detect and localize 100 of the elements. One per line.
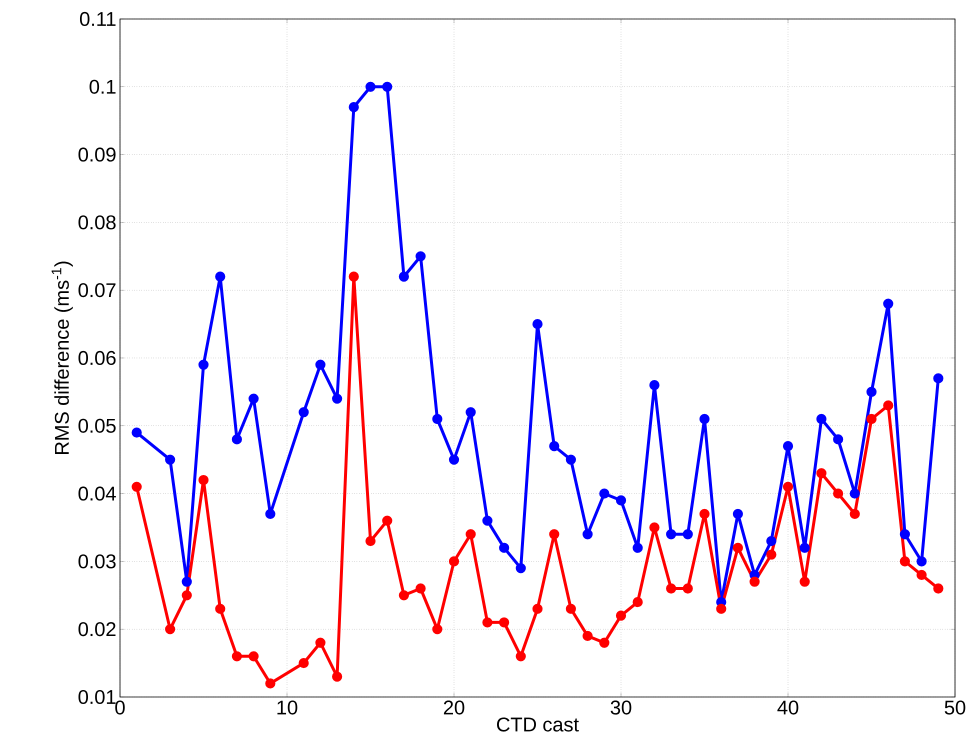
point bbox=[732, 508, 743, 520]
point bbox=[198, 474, 209, 486]
point bbox=[699, 508, 710, 520]
point bbox=[432, 624, 442, 634]
point bbox=[816, 468, 826, 478]
point bbox=[516, 563, 526, 574]
point bbox=[398, 272, 409, 282]
point bbox=[666, 529, 676, 540]
point bbox=[582, 529, 593, 540]
point bbox=[549, 441, 560, 452]
x-tick-label: 30 bbox=[610, 700, 632, 715]
x-axis-title: CTD cast bbox=[497, 717, 579, 732]
point bbox=[750, 576, 760, 587]
point bbox=[315, 360, 326, 370]
point bbox=[599, 638, 610, 648]
point bbox=[398, 590, 409, 600]
point bbox=[549, 529, 560, 540]
point bbox=[448, 556, 460, 566]
point bbox=[599, 488, 610, 499]
x-tick-label: 0 bbox=[115, 700, 125, 715]
point bbox=[382, 516, 392, 526]
point bbox=[649, 380, 660, 390]
point bbox=[182, 576, 192, 587]
point bbox=[248, 651, 259, 662]
point bbox=[933, 373, 944, 384]
point bbox=[332, 672, 342, 682]
y-axis-title: RMS difference (ms$^{-1}$) bbox=[52, 262, 73, 454]
point bbox=[432, 414, 442, 424]
point bbox=[649, 522, 660, 533]
point bbox=[416, 583, 426, 594]
point bbox=[616, 610, 626, 621]
point bbox=[298, 407, 309, 418]
point bbox=[566, 454, 576, 465]
point bbox=[900, 529, 910, 540]
point bbox=[800, 576, 810, 587]
point bbox=[582, 630, 593, 642]
point bbox=[850, 488, 860, 499]
y-tick-label: 0.09 bbox=[78, 148, 116, 162]
point bbox=[782, 441, 794, 452]
x-tick-label: 20 bbox=[444, 700, 464, 715]
point bbox=[699, 414, 710, 424]
point bbox=[516, 651, 526, 662]
y-tick-label: 0.01 bbox=[78, 690, 116, 704]
point bbox=[382, 82, 392, 92]
point bbox=[766, 550, 776, 560]
point bbox=[215, 604, 226, 614]
y-tick-label: 0.08 bbox=[78, 215, 116, 230]
point bbox=[348, 272, 359, 282]
x-tick-label: 10 bbox=[277, 700, 298, 715]
point bbox=[850, 508, 860, 520]
point bbox=[666, 583, 676, 594]
point bbox=[732, 542, 743, 553]
point bbox=[499, 617, 510, 628]
point bbox=[883, 400, 894, 411]
y-tick-label: 0.07 bbox=[78, 283, 116, 298]
point bbox=[866, 386, 877, 397]
y-tick-label: 0.1 bbox=[90, 80, 116, 94]
point bbox=[182, 590, 192, 600]
point bbox=[782, 482, 794, 492]
point bbox=[298, 658, 309, 668]
point bbox=[132, 482, 142, 492]
point bbox=[416, 251, 426, 262]
point bbox=[833, 434, 844, 444]
point bbox=[448, 454, 460, 465]
point bbox=[332, 394, 342, 404]
point bbox=[883, 298, 894, 309]
y-tick-label: 0.04 bbox=[78, 486, 116, 501]
point bbox=[833, 488, 844, 499]
point bbox=[466, 529, 476, 540]
y-tick-label: 0.02 bbox=[78, 622, 116, 636]
point bbox=[198, 360, 209, 370]
point bbox=[682, 583, 693, 594]
point bbox=[248, 394, 259, 404]
point bbox=[365, 82, 376, 92]
point bbox=[466, 407, 476, 418]
y-tick-label: 0.03 bbox=[78, 554, 116, 568]
point bbox=[232, 651, 242, 662]
point bbox=[265, 678, 276, 689]
point bbox=[566, 604, 576, 614]
y-tick-label: 0.06 bbox=[78, 350, 116, 366]
point bbox=[532, 604, 543, 614]
point bbox=[800, 542, 810, 553]
x-tick-label: 50 bbox=[944, 700, 966, 715]
point bbox=[632, 596, 643, 608]
point bbox=[716, 604, 726, 614]
point bbox=[499, 542, 510, 553]
point bbox=[215, 272, 226, 282]
point bbox=[532, 319, 543, 330]
y-tick-label: 0.11 bbox=[80, 12, 116, 26]
point bbox=[132, 427, 142, 438]
point bbox=[365, 536, 376, 546]
point bbox=[900, 556, 910, 566]
point bbox=[766, 536, 776, 546]
point bbox=[866, 414, 877, 424]
point bbox=[933, 583, 944, 594]
point bbox=[482, 617, 492, 628]
point bbox=[916, 570, 927, 580]
point bbox=[232, 434, 242, 444]
point bbox=[632, 542, 643, 553]
point bbox=[315, 638, 326, 648]
